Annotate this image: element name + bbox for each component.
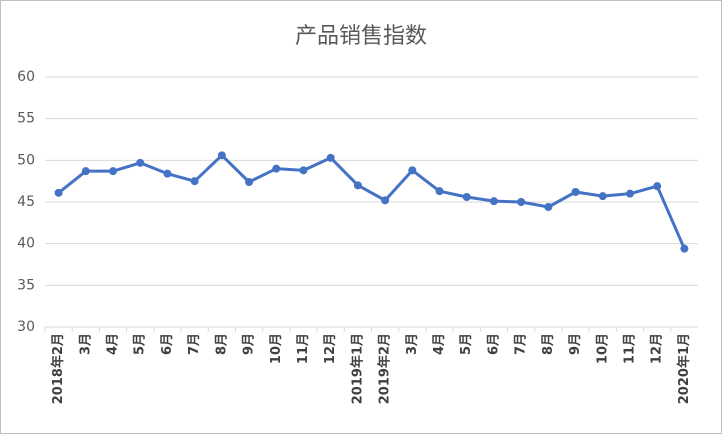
x-tick-label: 10月 <box>269 333 284 364</box>
data-point <box>598 192 607 201</box>
data-point <box>680 244 689 253</box>
y-tick-label: 35 <box>17 277 35 293</box>
data-point <box>489 197 498 206</box>
data-point <box>136 158 145 167</box>
chart-title: 产品销售指数 <box>295 24 427 49</box>
data-point <box>571 188 580 196</box>
data-point <box>517 198 526 206</box>
data-point <box>544 203 553 211</box>
data-point <box>163 169 172 178</box>
data-point <box>109 167 118 176</box>
x-tick-label: 9月 <box>568 333 583 355</box>
y-tick-label: 50 <box>17 152 35 168</box>
x-tick-label: 2020年1月 <box>676 333 692 404</box>
x-tick-label: 11月 <box>622 333 637 364</box>
x-tick-label: 5月 <box>459 333 474 355</box>
data-point <box>217 151 226 160</box>
data-point <box>190 177 199 186</box>
x-tick-label: 9月 <box>242 333 257 355</box>
x-tick-label: 2019年1月 <box>349 333 365 404</box>
data-point <box>272 164 281 173</box>
y-tick-label: 45 <box>17 194 35 210</box>
data-point <box>326 153 335 162</box>
y-tick-label: 55 <box>17 111 35 127</box>
data-point <box>625 189 634 198</box>
data-point <box>653 182 662 191</box>
data-line <box>57 153 686 250</box>
x-tick-label: 7月 <box>187 333 202 355</box>
x-tick-label: 3月 <box>405 333 420 355</box>
x-tick-label: 6月 <box>160 333 175 355</box>
x-tick-label: 10月 <box>595 333 610 364</box>
x-tick-label: 6月 <box>486 333 501 355</box>
data-point <box>353 181 362 190</box>
x-tick-label: 8月 <box>541 333 556 355</box>
data-point <box>245 178 254 186</box>
y-tick-label: 60 <box>17 69 35 85</box>
x-tick-label: 12月 <box>323 333 338 364</box>
x-tick-label: 5月 <box>133 333 148 355</box>
x-tick-label: 2019年2月 <box>377 333 393 404</box>
data-point <box>299 166 308 175</box>
y-tick-label: 30 <box>17 319 35 335</box>
data-point <box>81 167 90 176</box>
data-point <box>462 193 471 201</box>
x-tick-label: 11月 <box>296 333 311 364</box>
x-tick-label: 4月 <box>432 333 447 355</box>
x-tick-label: 7月 <box>514 333 529 355</box>
x-tick-label: 12月 <box>650 333 665 364</box>
data-point <box>54 188 63 197</box>
x-tick-label: 3月 <box>78 333 93 355</box>
data-point <box>435 187 444 196</box>
data-point <box>381 196 390 205</box>
x-tick-label: 4月 <box>106 333 121 355</box>
y-tick-label: 40 <box>17 236 35 252</box>
data-point <box>408 166 417 175</box>
x-tick-label: 8月 <box>214 333 229 355</box>
x-tick-label: 2018年2月 <box>50 333 66 404</box>
